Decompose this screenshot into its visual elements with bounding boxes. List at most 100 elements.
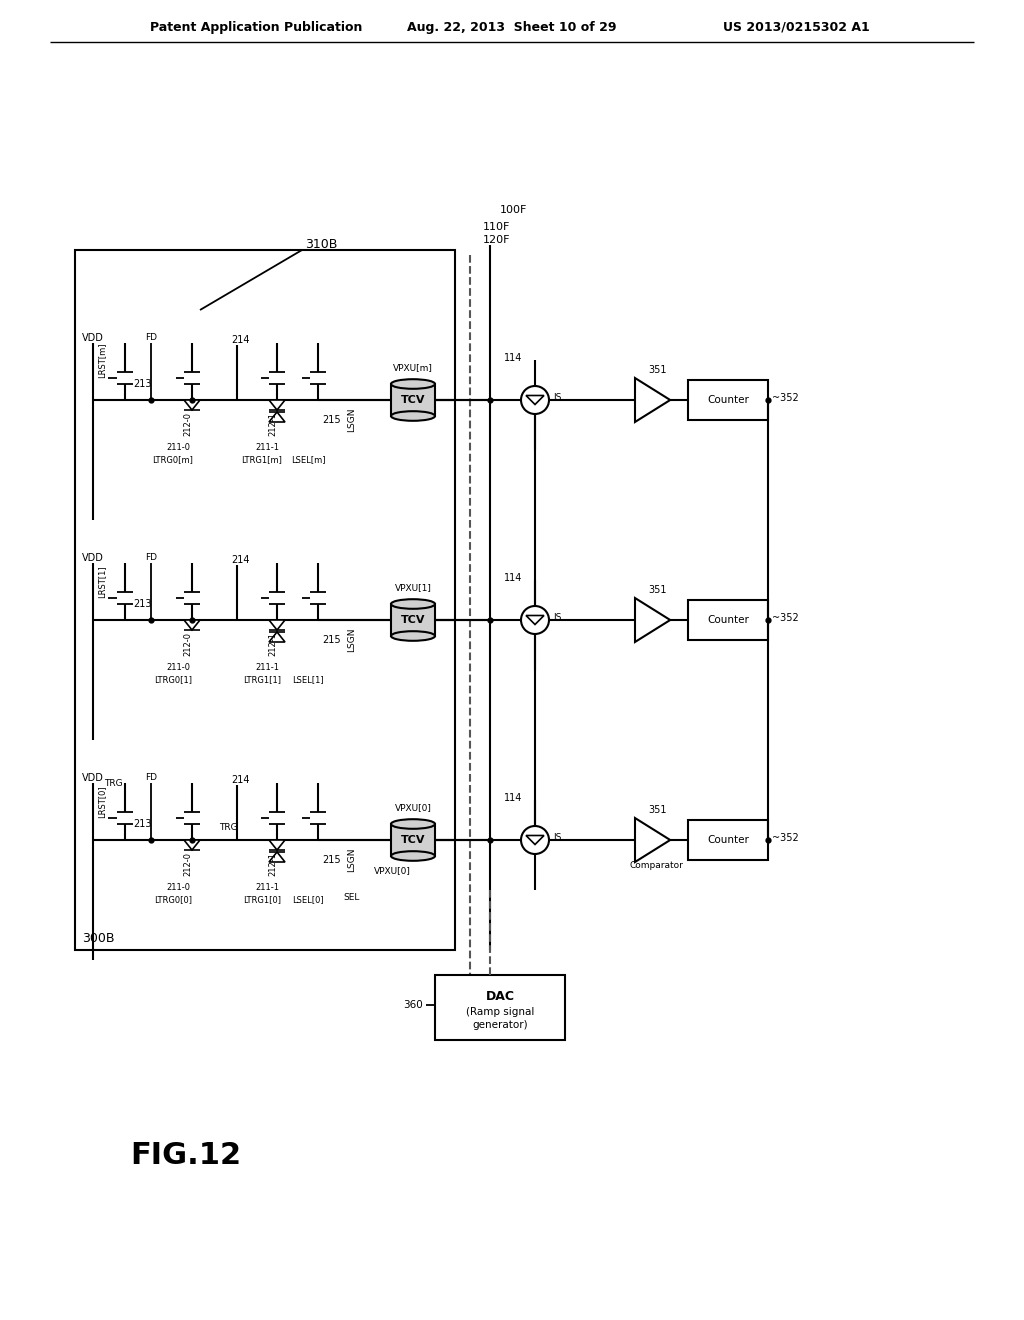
Text: DAC: DAC <box>485 990 514 1003</box>
Text: 351: 351 <box>649 585 668 595</box>
Text: 120F: 120F <box>483 235 511 246</box>
Text: 211-1: 211-1 <box>255 883 279 892</box>
Text: VPXU[0]: VPXU[0] <box>394 804 431 813</box>
Text: 114: 114 <box>504 352 522 363</box>
Text: 114: 114 <box>504 573 522 583</box>
Text: 211-0: 211-0 <box>166 664 190 672</box>
Text: LTRG0[1]: LTRG0[1] <box>154 676 193 685</box>
Text: 212-1: 212-1 <box>268 851 278 876</box>
Text: LRST[m]: LRST[m] <box>97 342 106 378</box>
Text: 213: 213 <box>133 818 152 829</box>
Polygon shape <box>526 396 544 404</box>
Bar <box>688 601 768 640</box>
Text: 351: 351 <box>649 366 668 375</box>
Text: Counter: Counter <box>707 836 749 845</box>
Text: VDD: VDD <box>82 553 103 564</box>
Text: (Ramp signal: (Ramp signal <box>466 1007 535 1016</box>
Text: LSEL[m]: LSEL[m] <box>291 455 326 465</box>
Text: FD: FD <box>145 553 157 562</box>
Text: ~352: ~352 <box>772 833 799 843</box>
Bar <box>688 820 768 861</box>
Polygon shape <box>184 840 200 850</box>
Text: TCV: TCV <box>400 836 425 845</box>
Polygon shape <box>184 620 200 630</box>
Circle shape <box>521 826 549 854</box>
Text: 114: 114 <box>504 793 522 803</box>
Ellipse shape <box>391 599 435 609</box>
Text: 214: 214 <box>230 775 249 785</box>
Polygon shape <box>269 620 285 630</box>
Text: VPXU[m]: VPXU[m] <box>393 363 433 372</box>
Text: 212-0: 212-0 <box>183 412 193 436</box>
Text: 214: 214 <box>230 554 249 565</box>
Text: VPXU[1]: VPXU[1] <box>394 583 431 593</box>
Text: VPXU[0]: VPXU[0] <box>374 866 411 875</box>
Text: Patent Application Publication: Patent Application Publication <box>150 21 362 33</box>
Ellipse shape <box>391 631 435 640</box>
Polygon shape <box>635 378 670 422</box>
Text: SEL: SEL <box>344 894 360 903</box>
Text: FIG.12: FIG.12 <box>130 1140 241 1170</box>
Polygon shape <box>269 840 285 850</box>
Polygon shape <box>269 851 285 862</box>
Text: LTRG1[0]: LTRG1[0] <box>243 895 281 904</box>
Polygon shape <box>269 400 285 411</box>
Text: 211-1: 211-1 <box>255 444 279 453</box>
Text: FD: FD <box>145 774 157 783</box>
Text: 212-0: 212-0 <box>183 851 193 876</box>
Text: 215: 215 <box>322 855 341 865</box>
Circle shape <box>521 385 549 414</box>
Text: 110F: 110F <box>483 222 510 232</box>
Text: 212-1: 212-1 <box>268 412 278 436</box>
Text: IS: IS <box>553 614 561 623</box>
Text: TCV: TCV <box>400 395 425 405</box>
Text: 351: 351 <box>649 805 668 814</box>
Text: VDD: VDD <box>82 333 103 343</box>
Bar <box>75 249 455 950</box>
Bar <box>391 384 435 416</box>
Ellipse shape <box>391 820 435 829</box>
Text: 213: 213 <box>133 599 152 609</box>
Text: Counter: Counter <box>707 395 749 405</box>
Circle shape <box>521 606 549 634</box>
Text: generator): generator) <box>472 1020 527 1030</box>
Text: IS: IS <box>553 393 561 403</box>
Polygon shape <box>269 412 285 422</box>
Text: LTRG1[1]: LTRG1[1] <box>243 676 281 685</box>
Text: Counter: Counter <box>707 615 749 624</box>
Text: 215: 215 <box>322 414 341 425</box>
Text: LTRG0[m]: LTRG0[m] <box>153 455 194 465</box>
Text: 310B: 310B <box>305 239 337 252</box>
Text: LSGN: LSGN <box>347 847 356 873</box>
Text: LSGN: LSGN <box>347 628 356 652</box>
Text: IS: IS <box>553 833 561 842</box>
Text: LSGN: LSGN <box>347 408 356 432</box>
Text: Comparator: Comparator <box>629 862 683 870</box>
Text: LRST[1]: LRST[1] <box>97 565 106 598</box>
Polygon shape <box>526 615 544 624</box>
Text: 300B: 300B <box>82 932 115 945</box>
Text: 100F: 100F <box>500 205 527 215</box>
Text: LRST[0]: LRST[0] <box>97 785 106 818</box>
Text: 211-0: 211-0 <box>166 444 190 453</box>
Text: LSEL[1]: LSEL[1] <box>292 676 324 685</box>
Text: TRG: TRG <box>103 779 122 788</box>
Text: 360: 360 <box>403 1001 423 1010</box>
Bar <box>391 605 435 636</box>
Polygon shape <box>526 836 544 845</box>
Ellipse shape <box>391 379 435 389</box>
Text: ~352: ~352 <box>772 393 799 403</box>
Text: LSEL[0]: LSEL[0] <box>292 895 324 904</box>
Text: 212-0: 212-0 <box>183 632 193 656</box>
Text: 211-0: 211-0 <box>166 883 190 892</box>
Text: LTRG0[0]: LTRG0[0] <box>154 895 193 904</box>
Text: TCV: TCV <box>400 615 425 624</box>
Text: Aug. 22, 2013  Sheet 10 of 29: Aug. 22, 2013 Sheet 10 of 29 <box>408 21 616 33</box>
Polygon shape <box>635 598 670 642</box>
Text: LTRG1[m]: LTRG1[m] <box>242 455 283 465</box>
Ellipse shape <box>391 412 435 421</box>
Text: US 2013/0215302 A1: US 2013/0215302 A1 <box>723 21 870 33</box>
Polygon shape <box>184 400 200 411</box>
Text: 212-1: 212-1 <box>268 632 278 656</box>
Text: 211-1: 211-1 <box>255 664 279 672</box>
